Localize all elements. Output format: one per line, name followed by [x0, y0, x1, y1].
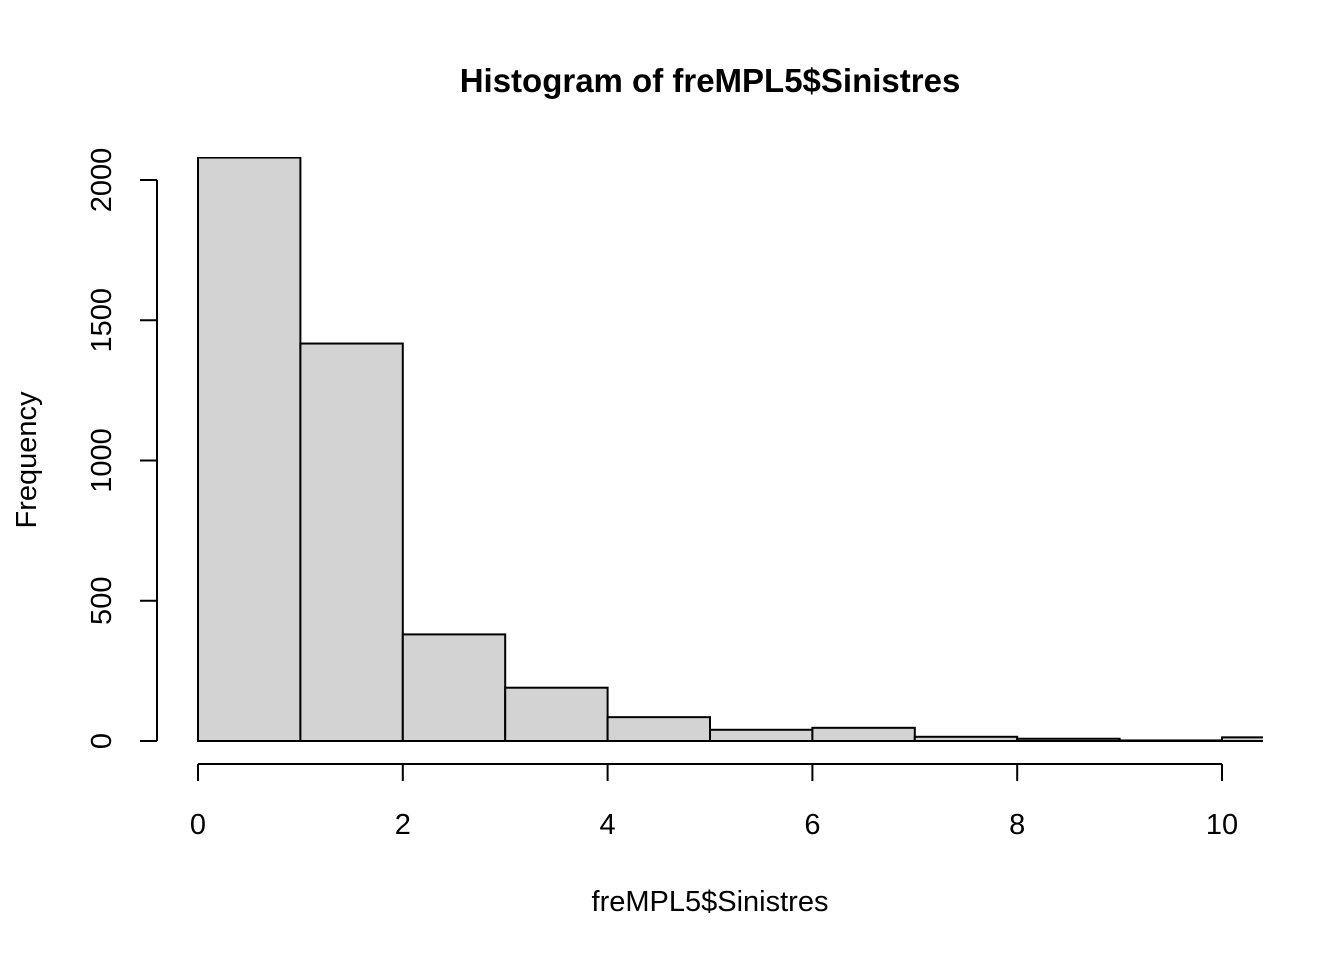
histogram-bar: [299, 342, 404, 742]
histogram-bar: [197, 157, 302, 742]
y-tick-label: 2000: [86, 148, 118, 213]
x-tick-label: 0: [190, 809, 206, 841]
y-tick-label: 0: [86, 733, 118, 749]
y-tick-label: 1500: [86, 288, 118, 353]
histogram-bar: [504, 686, 609, 743]
histogram-bars: [197, 157, 1263, 743]
histogram-bar: [401, 633, 507, 742]
x-axis: 0 2 4 6 8 10: [190, 763, 1238, 841]
x-tick-label: 2: [395, 809, 411, 841]
y-tick-label: 1000: [86, 428, 118, 493]
histogram-bar: [1221, 736, 1263, 743]
histogram-bar: [811, 726, 916, 743]
x-axis-label: freMPL5$Sinistres: [592, 886, 829, 918]
chart-title: Histogram of freMPL5$Sinistres: [460, 62, 961, 99]
histogram-bar: [1016, 737, 1121, 742]
x-tick-label: 6: [804, 809, 820, 841]
histogram-bar: [606, 716, 711, 742]
x-tick-label: 8: [1009, 809, 1025, 841]
y-tick-label: 500: [86, 577, 118, 625]
histogram-bar: [709, 728, 814, 743]
histogram-bar: [913, 735, 1019, 742]
y-axis-label: Frequency: [11, 391, 43, 529]
x-tick-label: 4: [600, 809, 616, 841]
y-axis: 0 500 1000 1500 2000: [86, 148, 158, 749]
x-tick-label: 10: [1206, 809, 1238, 841]
histogram-bar: [1118, 739, 1223, 743]
